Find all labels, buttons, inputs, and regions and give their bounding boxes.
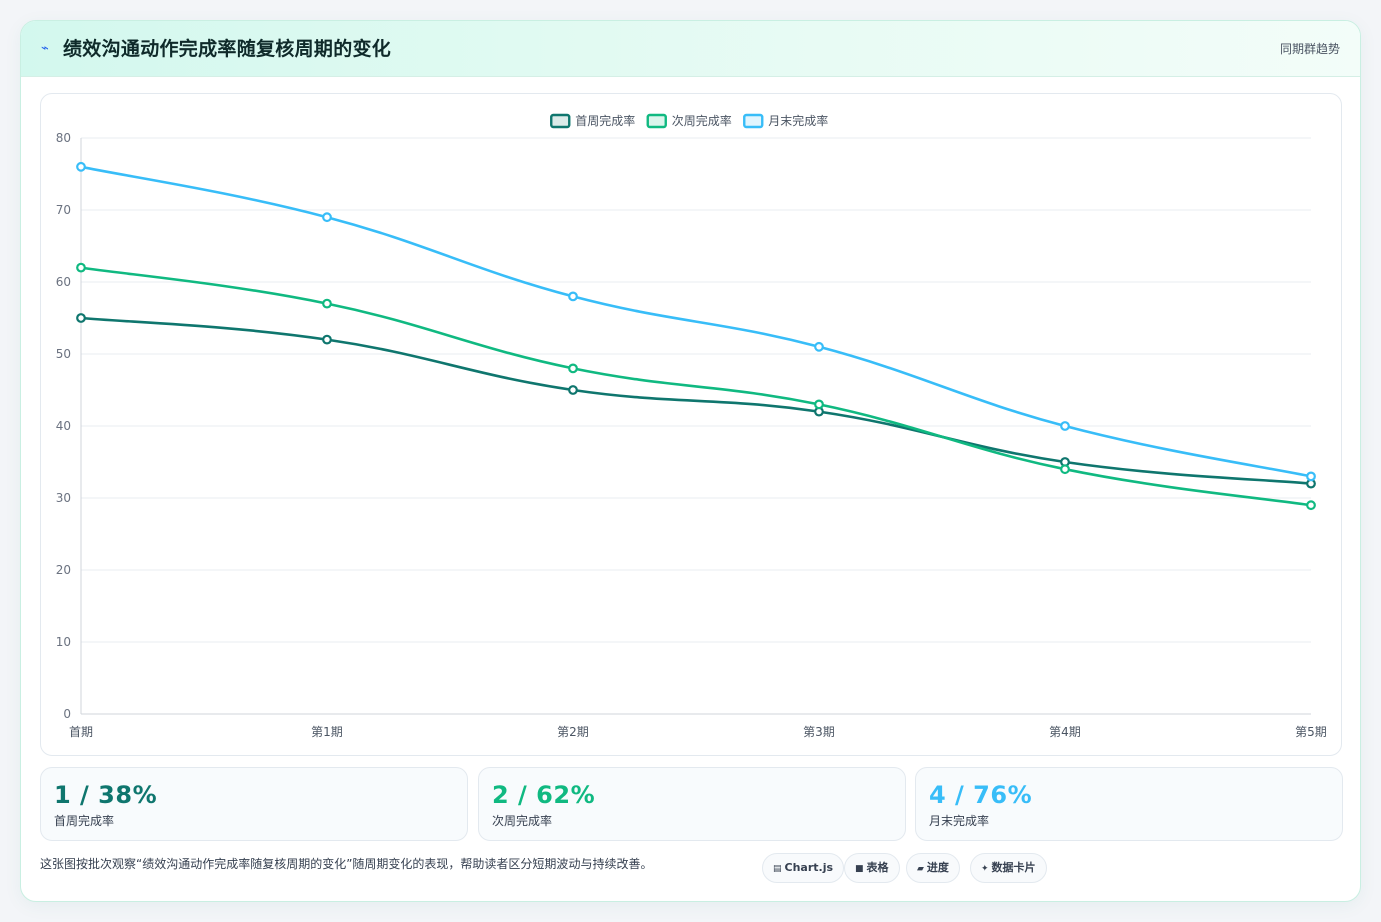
data-point (1306, 471, 1316, 482)
chart-panel: 0 10 20 30 40 50 60 70 80 首期 第1期 第2期 第3期 第4期 第5期 首周完成率 次… (40, 93, 1342, 756)
stat-card: 2 / 62% 次周完成率 (478, 767, 906, 841)
y-tick-label: 50 (56, 347, 71, 361)
chip-label: 进度 (926, 861, 949, 874)
stat-label: 首周完成率 (54, 814, 115, 828)
y-tick-label: 80 (56, 131, 71, 145)
x-tick-label: 第1期 (311, 725, 343, 739)
stat-value: 1 / 38% (54, 781, 158, 809)
data-point (322, 212, 332, 223)
sparkle-icon: ✦ (981, 864, 989, 874)
page-title: 绩效沟通动作完成率随复核周期的变化 (63, 38, 392, 60)
series-line-1 (80, 316, 1312, 485)
y-tick-label: 70 (56, 203, 71, 217)
legend-label: 首周完成率 (575, 113, 635, 128)
stat-card: 4 / 76% 月末完成率 (915, 767, 1343, 841)
chart-card: ⌁ 绩效沟通动作完成率随复核周期的变化 同期群趋势 0 10 20 30 40 50 60 7… (20, 20, 1361, 902)
data-point (322, 334, 332, 345)
legend-swatch (550, 113, 571, 129)
chart-icon: ▤ (773, 864, 782, 874)
data-point (568, 363, 578, 374)
data-point (76, 313, 86, 323)
chip-label: Chart.js (784, 861, 834, 874)
chip-data-card[interactable]: ✦ 数据卡片 (970, 853, 1047, 883)
y-tick-label: 30 (56, 491, 71, 505)
x-tick-label: 第5期 (1295, 725, 1327, 739)
series-line-2 (80, 266, 1312, 507)
chip-label: 表格 (866, 861, 889, 874)
header-tag: 同期群趋势 (1279, 42, 1340, 56)
stat-label: 次周完成率 (492, 814, 553, 828)
x-tick-label: 第4期 (1049, 725, 1081, 739)
data-point (1060, 421, 1070, 431)
data-point (1060, 464, 1070, 475)
chip-chartjs[interactable]: ▤ Chart.js (762, 853, 845, 883)
y-tick-label: 40 (56, 419, 71, 433)
x-tick-label: 首期 (69, 725, 93, 739)
data-point (1306, 500, 1316, 511)
data-point (322, 298, 332, 309)
stat-card: 1 / 38% 首周完成率 (40, 767, 468, 841)
series-line-3 (80, 165, 1312, 478)
line-chart: 0 10 20 30 40 50 60 70 80 首期 第1期 第2期 第3期 第4期 第5期 首周完成率 次… (56, 113, 1327, 739)
stat-cards: 1 / 38% 首周完成率 2 / 62% 次周完成率 4 / 76% 月末完成… (40, 767, 1343, 841)
legend-label: 次周完成率 (672, 113, 732, 128)
stat-label: 月末完成率 (929, 814, 990, 828)
legend-swatch (646, 113, 667, 129)
legend-label: 月末完成率 (768, 113, 828, 128)
y-tick-label: 10 (56, 635, 71, 649)
stat-value: 4 / 76% (929, 781, 1033, 809)
progress-icon: ▰ (917, 864, 924, 874)
chart-line-icon: ⌁ (41, 41, 49, 56)
chip-progress[interactable]: ▰ 进度 (906, 853, 960, 883)
chip-label: 数据卡片 (991, 861, 1036, 874)
card-header: ⌁ 绩效沟通动作完成率随复核周期的变化 同期群趋势 (21, 21, 1360, 77)
chip-table[interactable]: ■ 表格 (844, 853, 900, 883)
footer-note: 这张图按批次观察“绩效沟通动作完成率随复核周期的变化”随周期变化的表现，帮助读者… (40, 857, 653, 871)
y-tick-label: 20 (56, 563, 71, 577)
stat-value: 2 / 62% (492, 781, 596, 809)
y-tick-label: 0 (63, 707, 71, 721)
x-tick-label: 第2期 (557, 725, 589, 739)
data-point (76, 262, 86, 273)
data-point (814, 341, 824, 352)
legend-swatch (743, 113, 764, 129)
y-tick-label: 60 (56, 275, 71, 289)
data-point (568, 291, 578, 302)
x-tick-label: 第3期 (803, 725, 835, 739)
table-icon: ■ (855, 864, 864, 874)
data-point (76, 161, 86, 172)
data-point (568, 385, 578, 395)
data-point (814, 399, 824, 410)
